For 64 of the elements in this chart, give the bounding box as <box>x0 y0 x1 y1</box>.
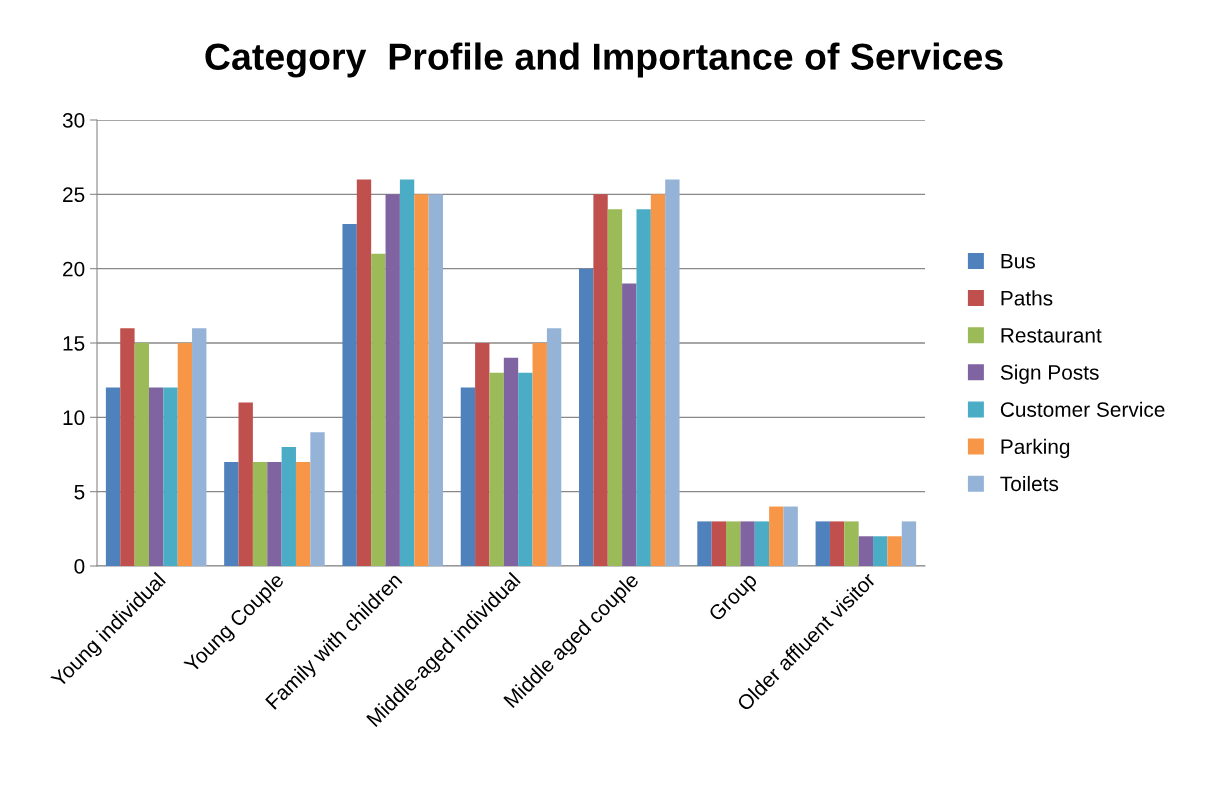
bar <box>134 343 149 566</box>
y-tick-label: 25 <box>63 187 85 203</box>
bar <box>224 461 239 566</box>
bar <box>858 536 874 566</box>
bar <box>399 179 415 566</box>
bar <box>342 224 357 566</box>
bar <box>546 328 562 566</box>
bar <box>489 372 504 566</box>
bar <box>650 194 666 566</box>
bar <box>697 521 712 566</box>
bar <box>105 387 121 566</box>
bar <box>428 194 443 566</box>
bar <box>310 432 325 566</box>
bar <box>148 387 164 566</box>
bar <box>475 343 490 566</box>
bar <box>518 372 533 566</box>
bar <box>844 521 859 566</box>
bar <box>460 387 476 566</box>
y-tick-label: 10 <box>63 410 85 426</box>
bar <box>371 253 386 566</box>
bar <box>163 387 178 566</box>
bar <box>887 536 902 566</box>
bar <box>120 328 135 566</box>
bar <box>503 357 519 566</box>
bar <box>901 521 917 566</box>
bar <box>532 343 547 566</box>
bar <box>607 209 623 566</box>
bar <box>579 268 594 566</box>
bar <box>726 521 741 566</box>
bar <box>192 328 207 566</box>
bar <box>769 506 784 566</box>
bar <box>238 402 253 566</box>
y-tick-label: 15 <box>63 336 85 351</box>
legend-label: Restaurant <box>1001 328 1102 343</box>
bar <box>815 521 830 566</box>
bar <box>252 461 268 566</box>
bar <box>665 179 680 566</box>
bar <box>281 447 296 566</box>
y-tick-label: 5 <box>74 484 85 500</box>
legend-label: Toilets <box>1000 475 1059 492</box>
legend-label: Paths <box>1001 290 1053 306</box>
bar <box>177 343 193 566</box>
bar <box>711 521 727 566</box>
bar <box>295 461 311 566</box>
legend-label: Sign Posts <box>1000 364 1099 384</box>
y-tick-label: 0 <box>74 559 85 574</box>
legend-label: Parking <box>1001 438 1070 459</box>
y-tick-label: 30 <box>62 113 85 128</box>
chart-title: Category Profile and Importance of Services <box>205 42 1003 78</box>
legend-label: Customer Service <box>1000 401 1165 417</box>
bar <box>783 506 798 566</box>
legend-label: Bus <box>1001 253 1035 269</box>
bar <box>356 179 372 566</box>
bar <box>267 461 282 566</box>
bar <box>414 194 429 566</box>
y-tick-label: 20 <box>63 261 85 277</box>
bar <box>873 536 888 566</box>
bar <box>622 283 637 566</box>
bar <box>636 209 651 566</box>
bar <box>593 194 608 566</box>
bar <box>385 194 400 566</box>
bar <box>754 521 770 566</box>
bar <box>829 521 845 566</box>
bar <box>740 521 755 566</box>
